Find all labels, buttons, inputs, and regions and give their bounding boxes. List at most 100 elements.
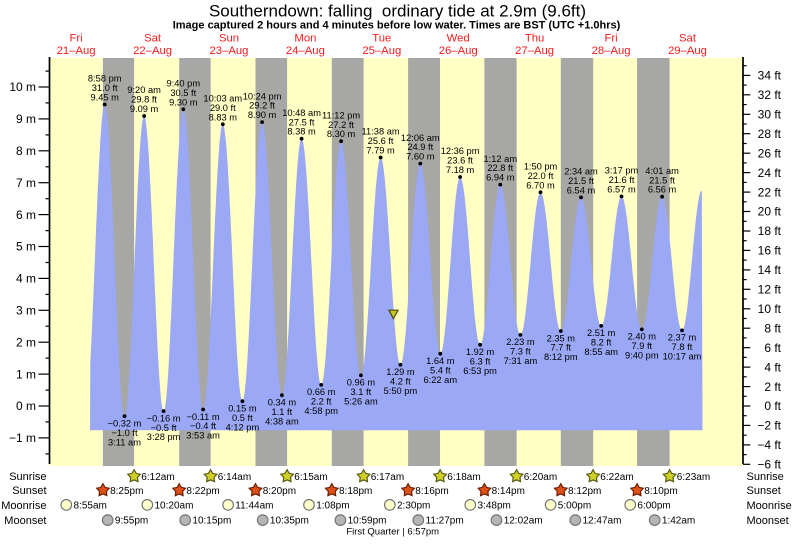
svg-text:7 m: 7 m [16, 176, 36, 190]
svg-text:5:50 pm: 5:50 pm [384, 386, 418, 396]
svg-text:21.5 ft: 21.5 ft [649, 175, 675, 185]
svg-text:3:17 pm: 3:17 pm [605, 166, 639, 176]
svg-text:4:01 am: 4:01 am [645, 166, 679, 176]
svg-text:8.90 m: 8.90 m [248, 110, 277, 120]
svg-text:6:22 am: 6:22 am [424, 375, 458, 385]
svg-text:6 m: 6 m [16, 208, 36, 222]
svg-text:8:22pm: 8:22pm [186, 486, 219, 497]
svg-text:7:31 am: 7:31 am [504, 356, 538, 366]
svg-text:23.6 ft: 23.6 ft [447, 156, 473, 166]
svg-text:8:18pm: 8:18pm [339, 486, 372, 497]
svg-text:28 ft: 28 ft [758, 127, 782, 141]
svg-text:Moonrise: Moonrise [747, 500, 792, 512]
svg-text:12:36 pm: 12:36 pm [441, 146, 480, 156]
svg-text:4:58 pm: 4:58 pm [304, 406, 338, 416]
svg-text:1.1 ft: 1.1 ft [272, 407, 293, 417]
svg-text:21–Aug: 21–Aug [57, 45, 96, 57]
svg-text:26–Aug: 26–Aug [439, 45, 478, 57]
svg-text:6:14am: 6:14am [218, 472, 251, 483]
svg-text:3:48pm: 3:48pm [478, 501, 511, 512]
svg-text:12:06 am: 12:06 am [401, 133, 440, 143]
svg-text:Fri: Fri [70, 33, 83, 45]
svg-text:8.83 m: 8.83 m [209, 112, 238, 122]
svg-text:10:24 pm: 10:24 pm [243, 91, 282, 101]
svg-text:6.54 m: 6.54 m [567, 185, 596, 195]
svg-text:1.64 m: 1.64 m [426, 356, 455, 366]
svg-text:21.5 ft: 21.5 ft [568, 176, 594, 186]
svg-text:2.37 m: 2.37 m [668, 333, 697, 343]
svg-text:7.79 m: 7.79 m [366, 146, 395, 156]
svg-text:10:35pm: 10:35pm [270, 516, 309, 527]
svg-text:−1.0 ft: −1.0 ft [111, 428, 138, 438]
svg-text:2.40 m: 2.40 m [628, 332, 657, 342]
svg-text:22 ft: 22 ft [758, 185, 782, 199]
svg-text:10:20am: 10:20am [155, 501, 194, 512]
svg-text:7.9 ft: 7.9 ft [631, 341, 652, 351]
svg-text:Moonrise: Moonrise [1, 500, 46, 512]
svg-text:10:48 am: 10:48 am [282, 108, 321, 118]
svg-text:6.56 m: 6.56 m [648, 185, 677, 195]
svg-text:24–Aug: 24–Aug [286, 45, 325, 57]
svg-text:4.2 ft: 4.2 ft [390, 377, 411, 387]
svg-text:6:17am: 6:17am [371, 472, 404, 483]
svg-text:20 ft: 20 ft [758, 205, 782, 219]
svg-text:2.51 m: 2.51 m [587, 328, 616, 338]
svg-text:Sunrise: Sunrise [747, 471, 784, 483]
svg-text:8 m: 8 m [16, 144, 36, 158]
svg-text:4:38 am: 4:38 am [265, 416, 299, 426]
svg-text:22.8 ft: 22.8 ft [487, 163, 513, 173]
svg-text:10:03 am: 10:03 am [203, 94, 242, 104]
svg-text:21.6 ft: 21.6 ft [609, 175, 635, 185]
svg-text:−0.11 m: −0.11 m [187, 412, 220, 422]
svg-text:2 ft: 2 ft [764, 380, 781, 394]
svg-text:30.5 ft: 30.5 ft [170, 88, 196, 98]
svg-text:5 m: 5 m [16, 240, 36, 254]
svg-text:2:30pm: 2:30pm [397, 501, 430, 512]
svg-text:−0.32 m: −0.32 m [108, 419, 142, 429]
svg-text:6:20am: 6:20am [524, 472, 557, 483]
svg-text:6:18am: 6:18am [447, 472, 480, 483]
svg-text:Thu: Thu [525, 33, 544, 45]
svg-text:6.70 m: 6.70 m [526, 180, 555, 190]
svg-text:2 m: 2 m [16, 335, 36, 349]
svg-text:1.92 m: 1.92 m [466, 347, 495, 357]
svg-text:4 ft: 4 ft [764, 360, 781, 374]
svg-text:0.5 ft: 0.5 ft [232, 413, 253, 423]
svg-text:1:42am: 1:42am [662, 516, 695, 527]
svg-text:0.66 m: 0.66 m [307, 387, 336, 397]
svg-text:2.35 m: 2.35 m [547, 333, 576, 343]
svg-text:18 ft: 18 ft [758, 224, 782, 238]
svg-text:−2 ft: −2 ft [757, 419, 781, 433]
svg-text:−0.16 m: −0.16 m [147, 413, 181, 423]
svg-text:9.30 m: 9.30 m [169, 97, 198, 107]
svg-text:34 ft: 34 ft [758, 69, 782, 83]
svg-text:3 m: 3 m [16, 304, 36, 318]
svg-text:6.57 m: 6.57 m [607, 184, 636, 194]
svg-text:4:12 pm: 4:12 pm [226, 422, 260, 432]
svg-text:8:58 pm: 8:58 pm [88, 74, 122, 84]
svg-text:Sunrise: Sunrise [9, 471, 46, 483]
svg-text:6.94 m: 6.94 m [486, 173, 515, 183]
svg-text:7.7 ft: 7.7 ft [550, 343, 571, 353]
svg-text:29.2 ft: 29.2 ft [249, 101, 275, 111]
svg-text:6:12am: 6:12am [141, 472, 174, 483]
svg-text:10:15pm: 10:15pm [192, 516, 231, 527]
svg-text:8:25pm: 8:25pm [110, 486, 143, 497]
svg-text:9:40 pm: 9:40 pm [625, 351, 659, 361]
svg-text:30 ft: 30 ft [758, 108, 782, 122]
svg-text:10 m: 10 m [9, 80, 36, 94]
svg-text:8:12pm: 8:12pm [568, 486, 601, 497]
svg-text:8.2 ft: 8.2 ft [591, 338, 612, 348]
svg-text:5:00pm: 5:00pm [558, 501, 591, 512]
svg-text:27.5 ft: 27.5 ft [289, 117, 315, 127]
svg-text:12 ft: 12 ft [758, 283, 782, 297]
svg-text:2:34 am: 2:34 am [564, 167, 598, 177]
svg-text:6:15am: 6:15am [294, 472, 327, 483]
svg-text:24.9 ft: 24.9 ft [407, 142, 433, 152]
svg-text:0.96 m: 0.96 m [347, 378, 376, 388]
svg-text:7.3 ft: 7.3 ft [510, 347, 531, 357]
svg-text:9 m: 9 m [16, 112, 36, 126]
svg-text:10:59pm: 10:59pm [348, 516, 387, 527]
svg-text:0.15 m: 0.15 m [228, 404, 257, 414]
svg-text:−0.5 ft: −0.5 ft [151, 423, 178, 433]
